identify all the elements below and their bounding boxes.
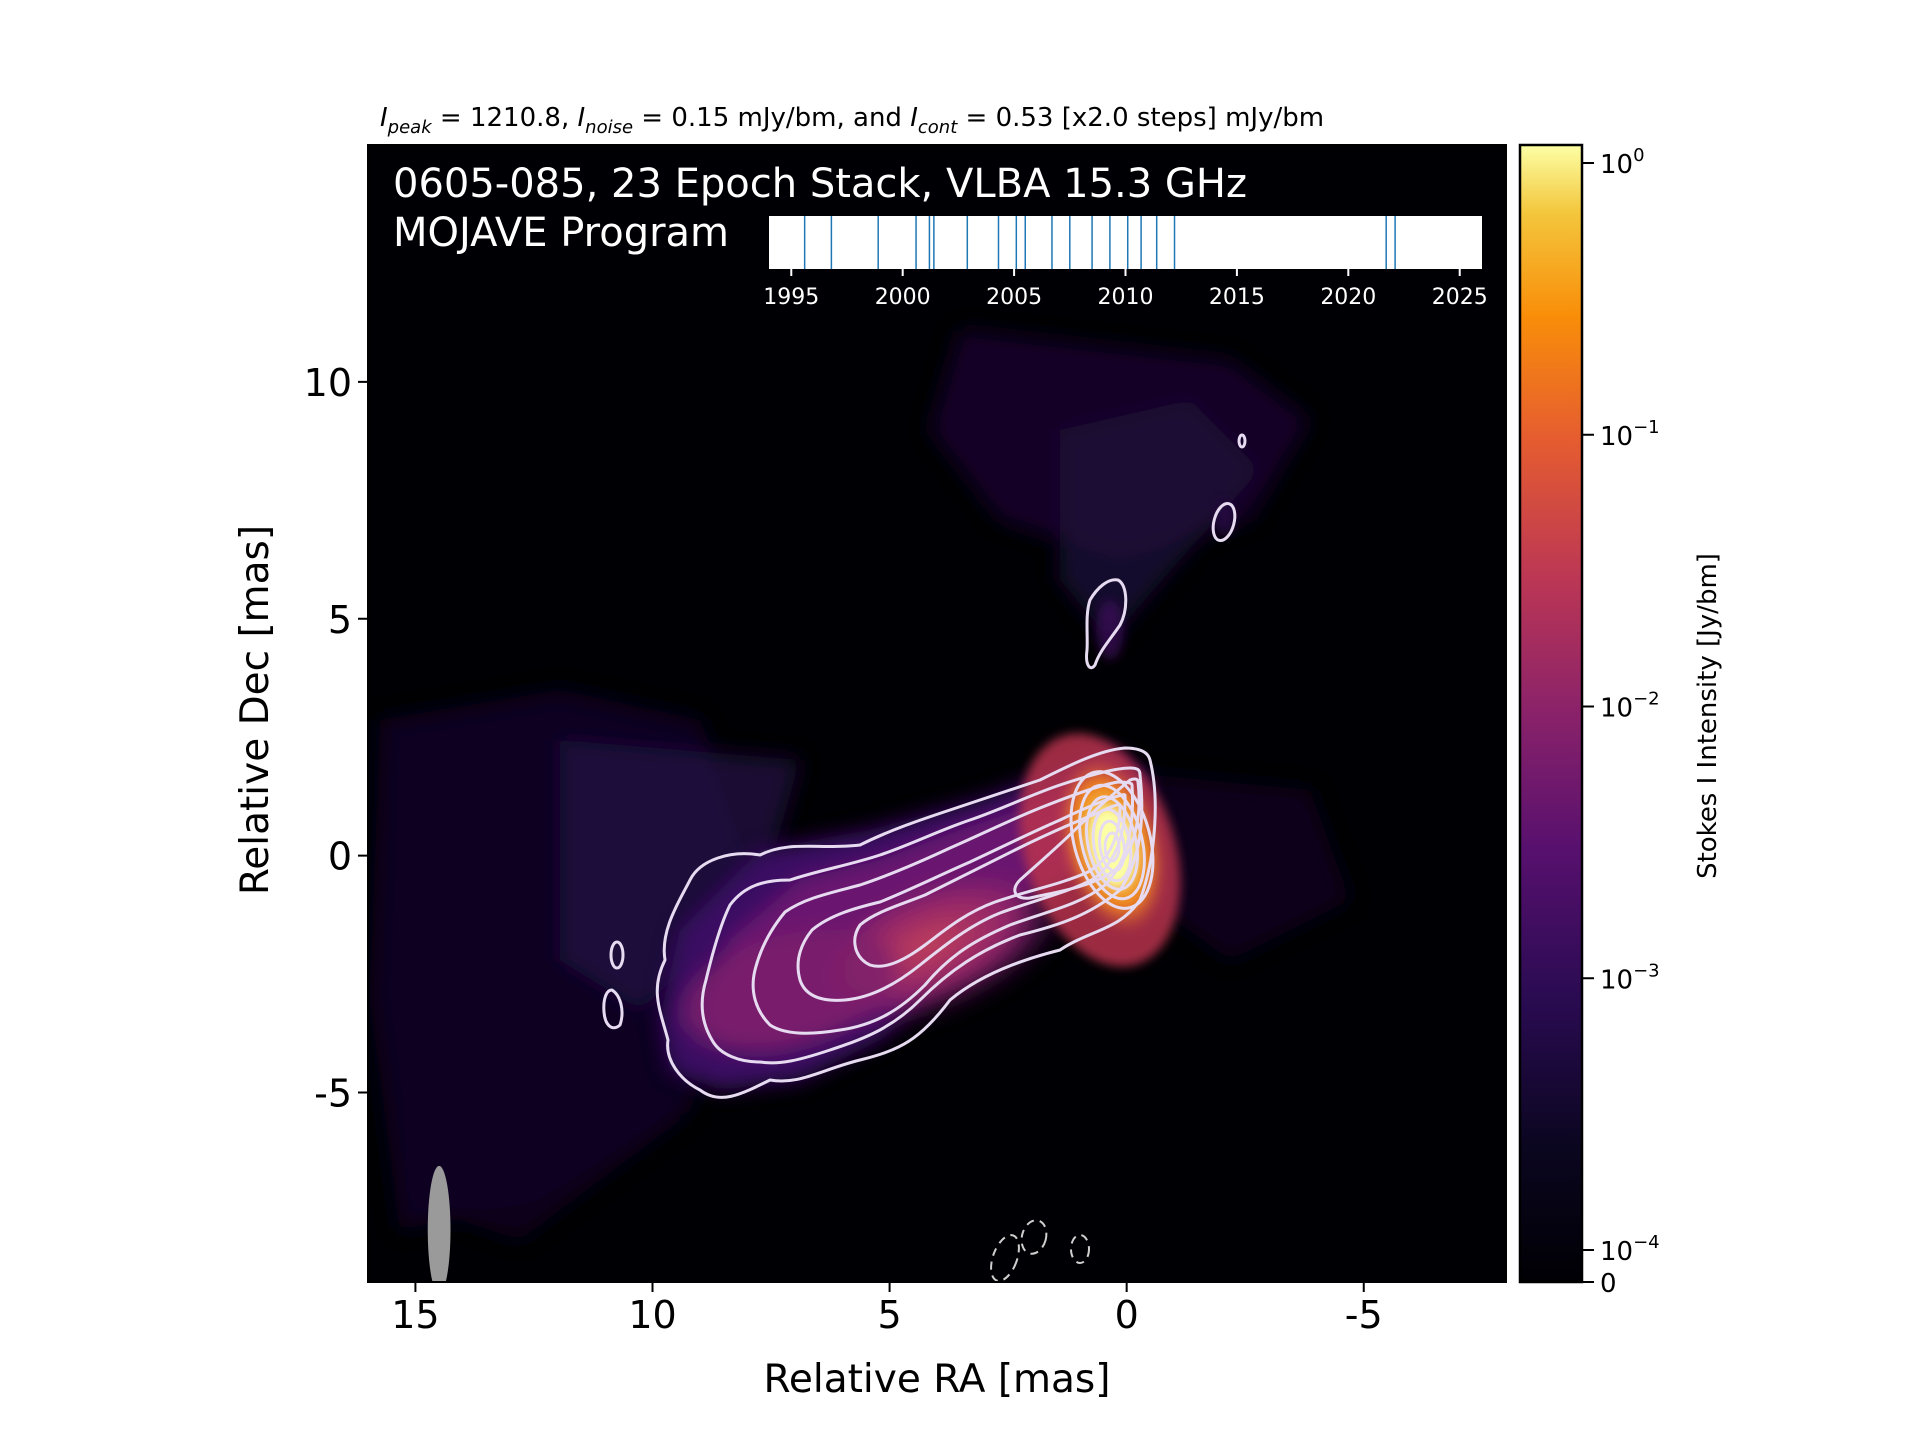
contour-level-1 bbox=[655, 746, 1157, 1099]
diffuse-emission bbox=[370, 330, 1350, 1240]
contour-north-knot-2 bbox=[1237, 433, 1247, 449]
contour-level-9 bbox=[1085, 795, 1139, 891]
colorbar-tick-exponent: 0 bbox=[1633, 145, 1644, 166]
beam-ellipse bbox=[427, 1165, 451, 1282]
colorbar-tick-base: 10 bbox=[1600, 422, 1633, 452]
contour-level-5 bbox=[853, 803, 1122, 968]
contour-level-10 bbox=[1091, 807, 1133, 883]
cont-symbol: I bbox=[910, 103, 918, 133]
timeline-background bbox=[769, 216, 1482, 269]
plot-area: 0605-085, 23 Epoch Stack, VLBA 15.3 GHz … bbox=[368, 145, 1506, 1282]
noise-unit: mJy/bm, and bbox=[729, 103, 910, 133]
x-axis-label: Relative RA [mas] bbox=[764, 1357, 1111, 1402]
peak-sep: , bbox=[561, 103, 578, 133]
contour-level-11 bbox=[1098, 819, 1126, 873]
cont-subscript: cont bbox=[918, 117, 958, 138]
contour-island-west bbox=[609, 940, 625, 970]
contour-north-blob bbox=[1085, 578, 1128, 670]
contour-level-8 bbox=[1078, 783, 1146, 901]
colorbar-tick-base: 0 bbox=[1600, 1269, 1617, 1299]
x-tick-label: 10 bbox=[628, 1293, 676, 1337]
colorbar-tick-base: 10 bbox=[1600, 150, 1633, 180]
colorbar-label: Stokes I Intensity [Jy/bm] bbox=[1693, 553, 1723, 879]
contour-level-4 bbox=[796, 793, 1127, 1002]
contour-level-12 bbox=[1103, 831, 1121, 863]
timeline-tick-label: 2015 bbox=[1209, 285, 1265, 310]
colorbar-frame bbox=[1518, 143, 1584, 1284]
colorbar-tick-label: 10−3 bbox=[1600, 960, 1660, 995]
y-tick-label: 0 bbox=[328, 835, 352, 879]
noise-eq: = bbox=[633, 103, 671, 133]
plot-frame bbox=[367, 144, 1507, 1283]
noise-subscript: noise bbox=[585, 117, 633, 138]
colorbar-tick-exponent: −2 bbox=[1633, 689, 1660, 710]
contour-level-7 bbox=[1069, 770, 1155, 910]
noise-symbol: I bbox=[577, 103, 585, 133]
x-tick-label: 0 bbox=[1115, 1293, 1139, 1337]
y-tick-label: 10 bbox=[304, 361, 352, 405]
negative-contours bbox=[990, 1219, 1090, 1282]
cont-eq: = bbox=[957, 103, 995, 133]
x-axis: 15 10 5 0 -5 bbox=[391, 1282, 1383, 1337]
colorbar-tick-label: 100 bbox=[1600, 145, 1645, 180]
timeline-tick-label: 2025 bbox=[1432, 285, 1488, 310]
x-tick-label: 5 bbox=[877, 1293, 901, 1337]
colorbar-tick-base: 10 bbox=[1600, 694, 1633, 724]
cont-value: 0.53 bbox=[996, 103, 1054, 133]
colorbar-tick-label: 10−1 bbox=[1600, 417, 1660, 452]
colorbar-tick-exponent: −3 bbox=[1633, 960, 1660, 981]
peak-symbol: I bbox=[380, 103, 388, 133]
contour-set bbox=[602, 433, 1247, 1099]
x-tick-label: -5 bbox=[1345, 1293, 1383, 1337]
steps-text: [x2.0 steps] mJy/bm bbox=[1062, 103, 1324, 133]
colorbar-tick-label: 10−4 bbox=[1600, 1232, 1660, 1267]
timeline-tick-label: 2000 bbox=[875, 285, 931, 310]
colorbar-tick-label: 0 bbox=[1600, 1269, 1617, 1299]
colorbar-tick-exponent: −1 bbox=[1633, 417, 1660, 438]
peak-subscript: peak bbox=[387, 117, 434, 138]
contour-north-knot bbox=[1211, 501, 1237, 543]
colorbar-tick-exponent: −4 bbox=[1633, 1232, 1660, 1253]
colorbar bbox=[1520, 145, 1582, 1282]
colorbar-tick-label: 10−2 bbox=[1600, 689, 1660, 724]
timeline-tick-label: 1995 bbox=[763, 285, 819, 310]
timeline-tick-label: 2010 bbox=[1098, 285, 1154, 310]
cont-steps bbox=[1053, 103, 1061, 133]
colorbar-tick-base: 10 bbox=[1600, 1237, 1633, 1267]
epoch-timeline: 1995 2000 2005 2010 2015 2020 2025 bbox=[763, 216, 1488, 310]
noise-value: 0.15 bbox=[671, 103, 729, 133]
colorbar-tick-base: 10 bbox=[1600, 965, 1633, 995]
y-axis: 10 5 0 -5 bbox=[304, 361, 368, 1116]
peak-value: 1210.8 bbox=[470, 103, 561, 133]
chart-header: Ipeak = 1210.8, Inoise = 0.15 mJy/bm, an… bbox=[380, 103, 1324, 138]
x-tick-label: 15 bbox=[391, 1293, 439, 1337]
plot-title-line-2: MOJAVE Program bbox=[393, 210, 729, 256]
timeline-tick-label: 2020 bbox=[1320, 285, 1376, 310]
y-tick-label: -5 bbox=[314, 1072, 352, 1116]
plot-title-line-1: 0605-085, 23 Epoch Stack, VLBA 15.3 GHz bbox=[393, 161, 1247, 207]
timeline-tick-label: 2005 bbox=[986, 285, 1042, 310]
contour-island-west-2 bbox=[602, 988, 624, 1030]
peak-eq: = bbox=[432, 103, 470, 133]
y-axis-label: Relative Dec [mas] bbox=[233, 525, 278, 895]
y-tick-label: 5 bbox=[328, 598, 352, 642]
contour-level-2 bbox=[700, 766, 1144, 1065]
contour-level-3 bbox=[751, 780, 1134, 1035]
